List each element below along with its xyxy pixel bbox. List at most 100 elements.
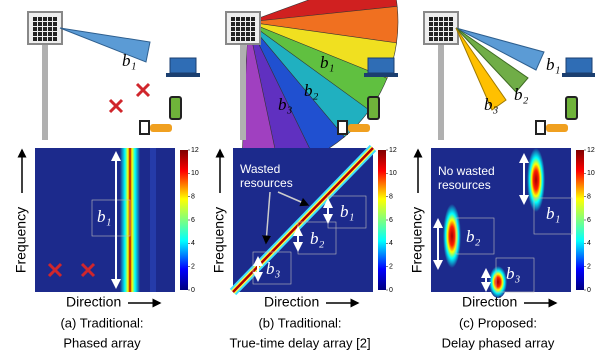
laptop-base (364, 73, 398, 77)
x-mark (135, 82, 151, 98)
colorbar-tick-label: 8 (389, 194, 393, 201)
element (48, 27, 52, 31)
element (53, 32, 57, 36)
colorbar-tick-label: 10 (389, 170, 397, 177)
watch (139, 120, 150, 135)
x-mark (47, 262, 63, 278)
element (246, 27, 250, 31)
element (434, 27, 438, 31)
annotation: No wasted (438, 164, 495, 178)
colorbar-tick-label: 4 (587, 240, 591, 247)
element (444, 22, 448, 26)
pointer (262, 191, 272, 245)
element (449, 27, 453, 31)
element (53, 37, 57, 41)
colorbar-tick-label: 2 (389, 264, 393, 271)
hand (150, 124, 172, 132)
element (43, 32, 47, 36)
element (43, 17, 47, 21)
heatmap-label: b₂ (310, 229, 325, 248)
heatmap-label: b₃ (266, 259, 281, 278)
element (236, 37, 240, 41)
element (439, 37, 443, 41)
element (48, 37, 52, 41)
heatmap-label: b₁ (546, 204, 560, 223)
phone (169, 96, 182, 120)
element (38, 32, 42, 36)
element (449, 17, 453, 21)
colorbar (180, 150, 188, 290)
beam (455, 27, 529, 93)
element (429, 27, 433, 31)
element (449, 37, 453, 41)
colorbar-tick-label: 12 (191, 147, 199, 154)
element (434, 17, 438, 21)
colorbar-tick-label: 2 (587, 264, 591, 271)
ghost (150, 148, 156, 292)
element (43, 37, 47, 41)
caption: (b) Traditional: (258, 315, 341, 330)
caption: Phased array (63, 335, 141, 350)
colorbar-tick-label: 6 (191, 217, 195, 224)
element (241, 17, 245, 21)
element (439, 32, 443, 36)
element (444, 37, 448, 41)
element (251, 27, 255, 31)
colorbar-tick-label: 0 (191, 287, 195, 294)
beam-label: b₁ (320, 53, 334, 72)
element (38, 17, 42, 21)
element (33, 22, 37, 26)
y-axis-label: Frequency (211, 207, 227, 273)
element (231, 37, 235, 41)
colorbar-tick-label: 12 (389, 147, 397, 154)
watch (337, 120, 348, 135)
element (33, 37, 37, 41)
hand (348, 124, 370, 132)
y-axis-label: Frequency (13, 207, 29, 273)
element (33, 27, 37, 31)
element (43, 22, 47, 26)
element (246, 37, 250, 41)
heatmap-label: b₃ (506, 264, 521, 283)
element (444, 27, 448, 31)
blob (489, 266, 507, 298)
phone (565, 96, 578, 120)
element (251, 17, 255, 21)
beam-label: b₂ (304, 81, 319, 100)
element (246, 32, 250, 36)
caption: (a) Traditional: (60, 315, 143, 330)
phone (367, 96, 380, 120)
beam (59, 27, 151, 63)
blob (443, 204, 461, 268)
beam-label: b₂ (514, 85, 529, 104)
element (38, 27, 42, 31)
element (231, 22, 235, 26)
colorbar-tick-label: 6 (389, 217, 393, 224)
beam-label: b₃ (484, 95, 499, 114)
heatmap-label: b₁ (97, 207, 111, 226)
laptop (169, 57, 197, 74)
element (231, 17, 235, 21)
element (236, 27, 240, 31)
element (236, 22, 240, 26)
element (434, 22, 438, 26)
heatmap-label: b₂ (466, 227, 481, 246)
element (429, 17, 433, 21)
annotation: resources (438, 178, 491, 192)
element (231, 32, 235, 36)
y-axis-label: Frequency (409, 207, 425, 273)
element (236, 17, 240, 21)
element (429, 32, 433, 36)
x-axis-label: Direction (264, 294, 319, 310)
element (449, 32, 453, 36)
element (241, 37, 245, 41)
element (439, 17, 443, 21)
colorbar-tick-label: 10 (191, 170, 199, 177)
element (53, 27, 57, 31)
element (444, 32, 448, 36)
element (439, 22, 443, 26)
watch (535, 120, 546, 135)
colorbar-tick-label: 4 (389, 240, 393, 247)
